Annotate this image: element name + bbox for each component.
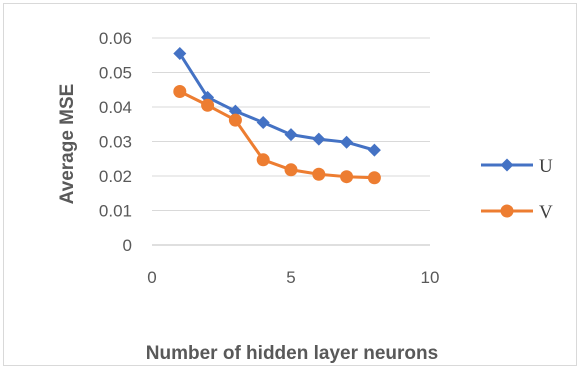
- legend-entry-u: U: [481, 156, 553, 177]
- data-point-v: [228, 113, 242, 127]
- y-axis-ticks: 0 0.01 0.02 0.03 0.04 0.05 0.06: [99, 29, 132, 255]
- data-point-v: [340, 170, 354, 184]
- legend-label-v: V: [539, 202, 553, 223]
- data-point-u: [284, 128, 298, 142]
- series-v: [173, 84, 381, 185]
- chart-frame: [3, 3, 577, 366]
- y-tick-label: 0.06: [99, 29, 132, 48]
- x-axis-ticks: 0 5 10: [147, 268, 439, 287]
- data-point-v: [312, 167, 326, 181]
- data-point-v: [201, 98, 215, 112]
- data-point-u: [256, 116, 270, 130]
- x-axis-title: Number of hidden layer neurons: [146, 343, 438, 364]
- data-point-v: [256, 153, 270, 167]
- x-tick-label: 10: [421, 268, 440, 287]
- data-point-u: [173, 47, 187, 61]
- x-tick-label: 5: [286, 268, 295, 287]
- y-tick-label: 0.04: [99, 98, 132, 117]
- data-point-u: [228, 104, 242, 118]
- series-u: [173, 47, 381, 157]
- legend-marker-u: [500, 158, 514, 172]
- data-point-u: [312, 132, 326, 146]
- y-tick-label: 0.05: [99, 64, 132, 83]
- y-tick-label: 0: [123, 236, 132, 255]
- y-tick-label: 0.01: [99, 202, 132, 221]
- y-tick-label: 0.03: [99, 133, 132, 152]
- series-group: [173, 47, 381, 185]
- y-tick-label: 0.02: [99, 167, 132, 186]
- gridlines: [152, 37, 430, 246]
- data-point-u: [340, 135, 354, 149]
- legend: UV: [481, 156, 553, 223]
- data-point-v: [367, 171, 381, 185]
- y-axis-title: Average MSE: [57, 84, 78, 205]
- data-point-v: [173, 84, 187, 98]
- x-tick-label: 0: [147, 268, 156, 287]
- legend-label-u: U: [539, 156, 553, 177]
- data-point-u: [367, 143, 381, 157]
- legend-marker-v: [500, 204, 514, 218]
- legend-entry-v: V: [481, 202, 553, 223]
- data-point-v: [284, 163, 298, 177]
